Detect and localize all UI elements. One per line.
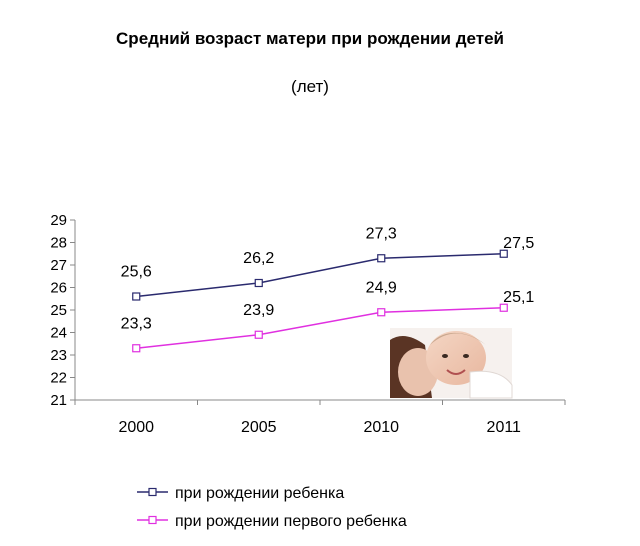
y-tick-label: 26 bbox=[50, 280, 67, 297]
y-tick-label: 25 bbox=[50, 302, 67, 319]
x-tick-label: 2000 bbox=[118, 419, 154, 436]
data-label: 27,3 bbox=[366, 225, 397, 242]
legend-item-1: при рождении ребенка bbox=[137, 485, 344, 502]
y-tick-label: 22 bbox=[50, 370, 67, 387]
data-label: 24,9 bbox=[366, 279, 397, 296]
data-label: 25,1 bbox=[503, 289, 534, 306]
legend-label: при рождении ребенка bbox=[175, 485, 344, 502]
data-point-series-2 bbox=[254, 330, 263, 339]
legend-marker bbox=[148, 515, 157, 525]
y-tick-label: 23 bbox=[50, 347, 67, 364]
y-tick-label: 24 bbox=[50, 325, 67, 342]
mother-baby-photo bbox=[390, 328, 513, 399]
data-point-series-2 bbox=[377, 308, 386, 317]
legend-marker bbox=[148, 487, 157, 497]
data-point-series-1 bbox=[132, 292, 141, 301]
series-line-2 bbox=[136, 307, 504, 349]
data-point-series-2 bbox=[499, 303, 508, 312]
x-tick-label: 2010 bbox=[363, 419, 399, 436]
data-point-series-1 bbox=[254, 278, 263, 288]
data-point-series-1 bbox=[499, 249, 508, 258]
x-tick-label: 2011 bbox=[487, 419, 522, 436]
chart-subtitle: (лет) bbox=[291, 77, 329, 96]
y-tick-label: 27 bbox=[50, 257, 67, 274]
chart-title: Средний возраст матери при рождении дете… bbox=[116, 29, 504, 48]
series-line-1 bbox=[136, 253, 504, 298]
data-label: 26,2 bbox=[243, 250, 274, 267]
data-label: 25,6 bbox=[121, 264, 152, 281]
data-label: 23,9 bbox=[243, 302, 274, 319]
y-tick-label: 21 bbox=[50, 392, 67, 409]
data-point-series-1 bbox=[377, 254, 386, 263]
y-tick-label: 29 bbox=[50, 212, 67, 229]
legend-item-2: при рождении первого ребенка bbox=[137, 513, 407, 530]
data-label: 23,3 bbox=[121, 315, 152, 332]
data-point-series-2 bbox=[132, 344, 141, 353]
legend-label: при рождении первого ребенка bbox=[175, 513, 407, 530]
x-tick-label: 2005 bbox=[241, 419, 277, 436]
data-label: 27,5 bbox=[503, 235, 534, 252]
y-tick-label: 28 bbox=[50, 235, 67, 252]
